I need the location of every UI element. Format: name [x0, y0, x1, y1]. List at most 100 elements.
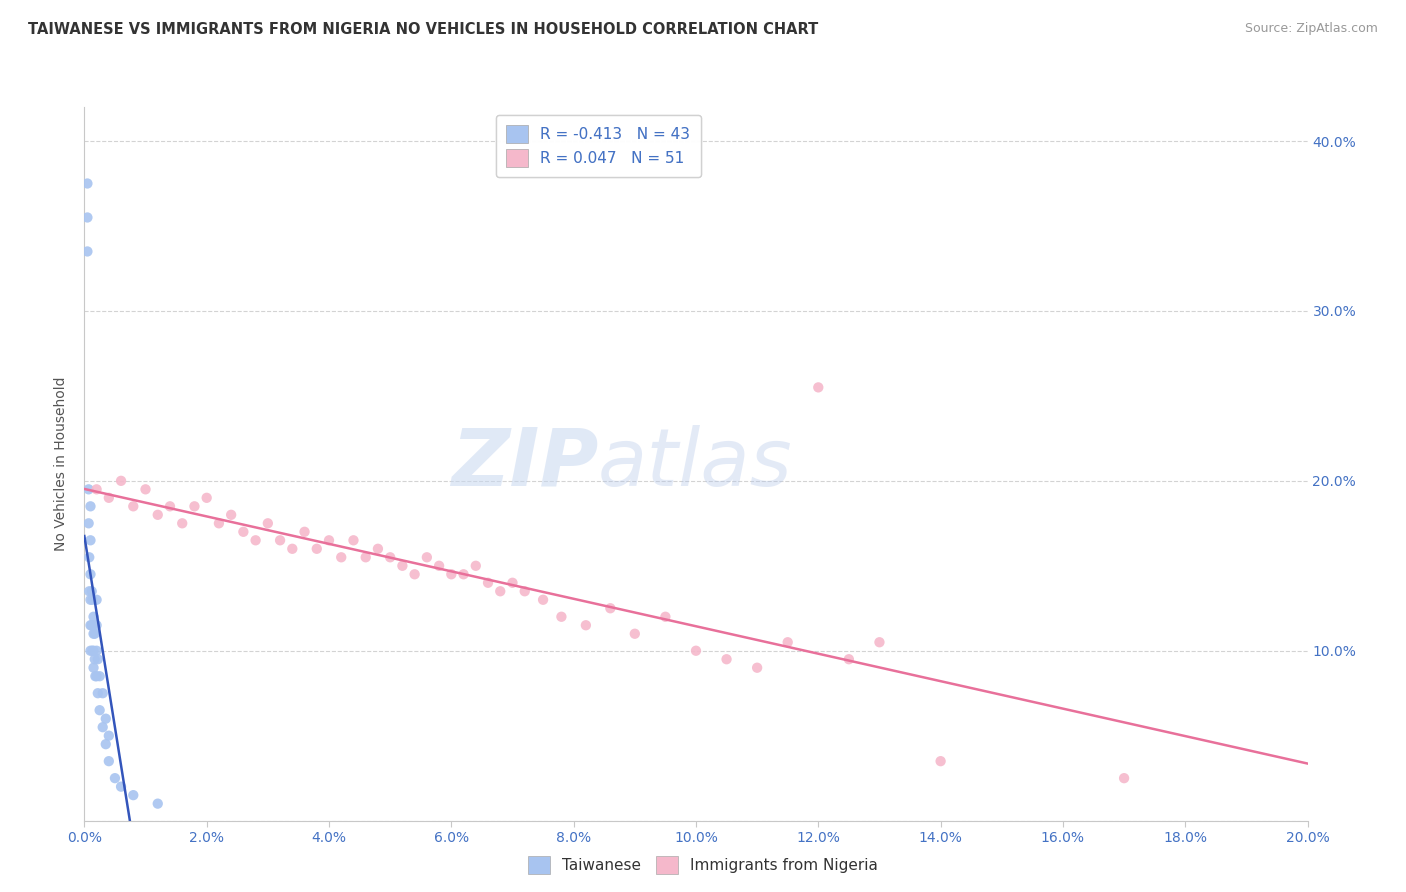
Point [195, 491, 218, 505]
Point [79, 500, 101, 514]
Point [929, 754, 952, 768]
Point [416, 550, 439, 565]
Text: ZIP: ZIP [451, 425, 598, 503]
Point [77, 483, 100, 497]
Point [146, 797, 169, 811]
Point [82, 618, 104, 632]
Point [245, 533, 267, 548]
Point [79, 592, 101, 607]
Point [502, 575, 524, 590]
Point [91, 720, 114, 734]
Point [110, 474, 132, 488]
Point [86, 644, 108, 658]
Point [281, 541, 304, 556]
Point [550, 609, 572, 624]
Point [1114, 771, 1136, 785]
Point [599, 601, 621, 615]
Point [294, 524, 316, 539]
Point [354, 550, 377, 565]
Point [83, 626, 105, 640]
Point [440, 567, 463, 582]
Point [513, 584, 536, 599]
Point [83, 661, 105, 675]
Point [208, 516, 231, 531]
Point [86, 618, 108, 632]
Point [87, 652, 110, 666]
Point [318, 533, 340, 548]
Point [257, 516, 280, 531]
Point [110, 780, 132, 794]
Point [427, 558, 450, 573]
Point [531, 592, 554, 607]
Point [104, 771, 127, 785]
Point [330, 550, 353, 565]
Point [77, 550, 100, 565]
Point [269, 533, 291, 548]
Point [83, 644, 105, 658]
Point [453, 567, 475, 582]
Point [391, 558, 413, 573]
Point [77, 584, 100, 599]
Legend: R = -0.413   N = 43, R = 0.047   N = 51: R = -0.413 N = 43, R = 0.047 N = 51 [495, 115, 700, 178]
Text: Source: ZipAtlas.com: Source: ZipAtlas.com [1244, 22, 1378, 36]
Point [97, 491, 120, 505]
Point [654, 609, 676, 624]
Point [159, 500, 181, 514]
Point [83, 626, 105, 640]
Point [79, 533, 101, 548]
Point [342, 533, 364, 548]
Point [135, 483, 157, 497]
Text: TAIWANESE VS IMMIGRANTS FROM NIGERIA NO VEHICLES IN HOUSEHOLD CORRELATION CHART: TAIWANESE VS IMMIGRANTS FROM NIGERIA NO … [28, 22, 818, 37]
Point [89, 703, 111, 717]
Point [91, 686, 114, 700]
Point [122, 788, 145, 802]
Point [477, 575, 499, 590]
Point [80, 584, 103, 599]
Point [747, 661, 769, 675]
Point [82, 644, 104, 658]
Point [219, 508, 242, 522]
Point [685, 644, 707, 658]
Point [575, 618, 598, 632]
Point [87, 686, 110, 700]
Point [97, 729, 120, 743]
Point [367, 541, 389, 556]
Point [146, 508, 169, 522]
Point [82, 592, 104, 607]
Point [624, 626, 647, 640]
Point [94, 712, 117, 726]
Point [776, 635, 799, 649]
Text: atlas: atlas [598, 425, 793, 503]
Point [83, 609, 105, 624]
Point [183, 500, 205, 514]
Point [77, 516, 100, 531]
Point [94, 737, 117, 751]
Point [716, 652, 738, 666]
Point [380, 550, 402, 565]
Point [86, 592, 108, 607]
Point [838, 652, 860, 666]
Point [76, 211, 98, 225]
Point [79, 644, 101, 658]
Point [869, 635, 891, 649]
Point [464, 558, 486, 573]
Point [84, 669, 107, 683]
Point [86, 483, 108, 497]
Point [89, 669, 111, 683]
Point [489, 584, 512, 599]
Point [305, 541, 328, 556]
Legend: Taiwanese, Immigrants from Nigeria: Taiwanese, Immigrants from Nigeria [522, 850, 884, 880]
Point [76, 244, 98, 259]
Y-axis label: No Vehicles in Household: No Vehicles in Household [55, 376, 69, 551]
Point [83, 652, 105, 666]
Point [404, 567, 426, 582]
Point [232, 524, 254, 539]
Point [76, 177, 98, 191]
Point [86, 669, 108, 683]
Point [79, 567, 101, 582]
Point [122, 500, 145, 514]
Point [80, 618, 103, 632]
Point [172, 516, 194, 531]
Point [97, 754, 120, 768]
Point [79, 618, 101, 632]
